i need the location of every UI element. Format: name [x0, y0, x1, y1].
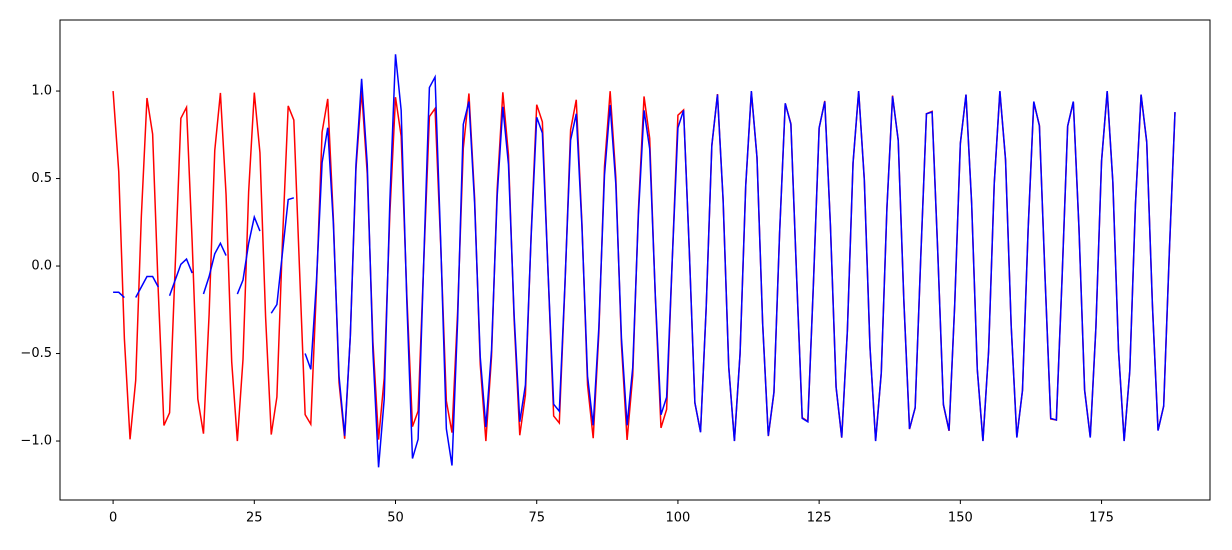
- x-tick-label: 125: [807, 511, 832, 526]
- plot-frame: [59, 19, 1211, 501]
- x-tick-label: 150: [948, 511, 973, 526]
- x-tick-label: 100: [666, 511, 691, 526]
- y-tick-label: 0.5: [31, 171, 52, 186]
- x-tick-label: 0: [109, 511, 117, 526]
- y-tick-label: −0.5: [20, 346, 52, 361]
- y-tick-label: 1.0: [31, 84, 52, 99]
- y-tick-label: 0.0: [31, 259, 52, 274]
- y-tick-label: −1.0: [20, 434, 52, 449]
- series-line: [113, 54, 1176, 468]
- x-tick-label: 75: [528, 511, 545, 526]
- x-tick-label: 50: [387, 511, 404, 526]
- series-line: [112, 90, 1176, 442]
- x-tick-label: 175: [1089, 511, 1114, 526]
- x-tick-label: 25: [246, 511, 263, 526]
